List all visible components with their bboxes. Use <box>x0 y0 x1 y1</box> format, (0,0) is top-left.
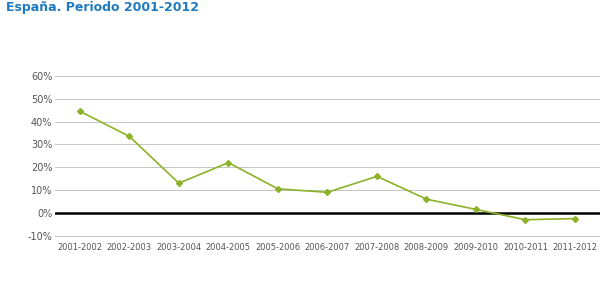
Text: España. Periodo 2001-2012: España. Periodo 2001-2012 <box>6 1 199 14</box>
